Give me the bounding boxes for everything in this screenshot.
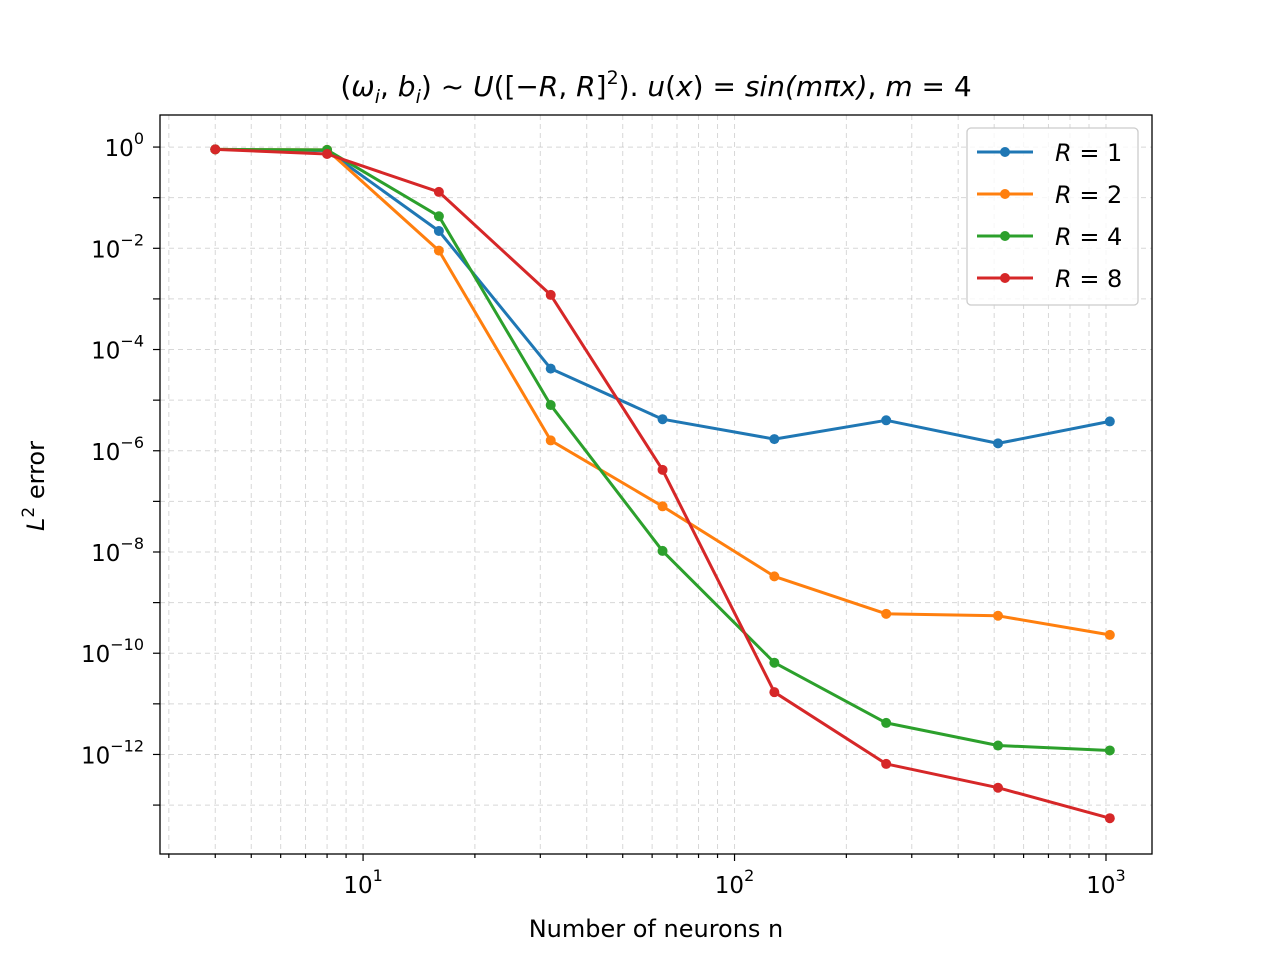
data-point — [545, 363, 556, 374]
x-tick-label: 103 — [1086, 866, 1125, 899]
data-point — [433, 186, 444, 197]
y-tick-label: 100 — [105, 129, 144, 162]
x-tick-label: 102 — [715, 866, 754, 899]
legend-swatch-marker — [1000, 231, 1010, 241]
legend-swatch-marker — [1000, 273, 1010, 283]
y-tick-label: 10−10 — [81, 635, 144, 668]
data-point — [545, 289, 556, 300]
legend-box — [966, 127, 1139, 306]
data-point — [657, 414, 668, 425]
y-tick-label: 10−6 — [91, 433, 144, 466]
legend-label: R = 4 — [1055, 223, 1122, 251]
y-tick-label: 10−2 — [91, 230, 144, 263]
legend-item: R = 2 — [977, 181, 1122, 209]
data-point — [433, 245, 444, 256]
data-point — [1104, 745, 1115, 756]
data-point — [881, 758, 892, 769]
data-point — [210, 144, 221, 155]
y-tick-label: 10−12 — [81, 736, 144, 769]
legend-item: R = 4 — [977, 223, 1122, 251]
data-point — [433, 225, 444, 236]
y-tick-label: 10−4 — [91, 332, 144, 365]
data-point — [545, 400, 556, 411]
data-point — [881, 608, 892, 619]
data-point — [881, 415, 892, 426]
y-tick-label: 10−8 — [91, 534, 144, 567]
data-point — [769, 687, 780, 698]
data-point — [992, 610, 1003, 621]
data-point — [545, 435, 556, 446]
legend-label: R = 1 — [1055, 139, 1122, 167]
data-point — [769, 657, 780, 668]
data-point — [881, 717, 892, 728]
legend: R = 1 R = 2 R = 4 R = 8 — [966, 127, 1139, 306]
x-axis-label: Number of neurons n — [529, 915, 784, 943]
data-point — [657, 501, 668, 512]
legend-label: R = 2 — [1055, 181, 1122, 209]
data-point — [657, 545, 668, 556]
legend-item: R = 1 — [977, 139, 1122, 167]
legend-swatch-marker — [1000, 147, 1010, 157]
legend-label: R = 8 — [1055, 265, 1122, 293]
series-4 — [210, 144, 1115, 824]
x-tick-label: 101 — [343, 866, 382, 899]
data-point — [1104, 416, 1115, 427]
data-point — [322, 148, 333, 159]
data-point — [992, 740, 1003, 751]
chart-title: (ωi, bi) ~ U([−R, R]2). u(x) = sin(mπx),… — [340, 67, 971, 108]
plot-frame — [159, 114, 1153, 855]
data-point — [1104, 813, 1115, 824]
data-point — [433, 211, 444, 222]
data-point — [657, 464, 668, 475]
series-lines — [210, 144, 1115, 824]
legend-item: R = 8 — [977, 265, 1122, 293]
data-point — [992, 438, 1003, 449]
data-point — [769, 571, 780, 582]
axis-ticks: 101 102 103 100 10−2 10−4 10−6 10−8 10−10 10−12 — [81, 129, 1126, 899]
data-point — [769, 434, 780, 445]
y-axis-label: L2 error — [19, 441, 50, 531]
data-point — [992, 782, 1003, 793]
data-point — [1104, 629, 1115, 640]
legend-swatch-marker — [1000, 189, 1010, 199]
grid-lines — [160, 115, 1152, 854]
